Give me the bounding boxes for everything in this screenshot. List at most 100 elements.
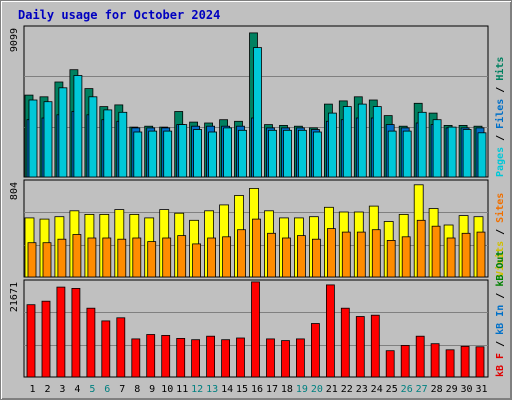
bar-sites-day-30 [461,232,471,278]
bar-sites-day-22 [341,231,351,278]
bar-pages-day-25 [387,130,397,178]
bar-kb-f-day-19 [295,338,305,378]
bar-sites-day-7 [117,238,127,278]
bar-pages-day-18 [283,129,292,178]
panel-visits-legend-part-2: Sites [494,193,506,223]
bar-kb-f-day-3 [56,286,66,378]
bar-kb-f-day-7 [116,317,126,378]
bar-pages-day-29 [447,126,457,178]
bar-sites-day-16 [252,218,261,278]
bar-sites-day-26 [401,236,411,278]
bar-kb-f-day-29 [445,349,455,378]
bar-pages-day-20 [312,131,322,178]
bar-kb-f-day-30 [460,345,470,378]
bar-pages-day-2 [43,101,53,178]
bar-kb-f-day-8 [131,338,141,378]
bar-sites-day-3 [57,238,67,278]
bar-kb-f-day-21 [325,284,335,378]
panel-kbytes: 21671 kB F / kB In / kB Out [9,251,506,378]
bar-sites-day-4 [72,234,82,278]
bar-sites-day-10 [162,237,172,278]
panel-visits-legend: Visits / Sites [494,193,506,277]
x-tick-label-day-22: 22 [341,384,353,395]
bar-pages-day-23 [357,103,367,178]
x-tick-label-day-15: 15 [236,384,248,395]
bar-kb-f-day-20 [310,323,320,378]
bar-pages-day-6 [103,109,113,178]
x-tick-label-day-26: 26 [401,384,413,395]
bar-kb-f-day-23 [355,316,365,378]
panel-kbytes-max-label: 21671 [9,282,20,312]
bar-sites-day-19 [296,235,306,278]
x-tick-label-day-16: 16 [251,384,263,395]
panel-visits-legend-part-1: / [495,223,506,241]
bar-kb-f-day-15 [236,337,245,378]
bar-sites-day-1 [27,242,37,278]
bar-kb-f-day-4 [71,287,81,378]
bar-kb-f-day-27 [415,335,425,378]
bar-sites-day-28 [431,225,441,278]
bar-pages-day-30 [462,129,472,178]
panel-hits-legend-part-1: / [495,129,506,147]
panel-kbytes-legend-part-4: kB Out [495,251,506,287]
bar-pages-day-11 [178,124,188,178]
bar-pages-day-15 [238,129,247,178]
bar-kb-f-day-24 [370,314,380,378]
x-tick-label-day-1: 1 [29,384,35,395]
bar-sites-day-31 [476,231,486,278]
x-tick-label-day-9: 9 [149,384,155,395]
bar-pages-day-19 [297,129,307,178]
bar-sites-day-20 [311,238,321,278]
panel-hits-legend-part-0: Pages [495,147,506,177]
bar-pages-day-16 [253,47,262,178]
x-tick-label-day-2: 2 [44,384,50,395]
x-tick-label-day-12: 12 [191,384,203,395]
x-tick-label-day-28: 28 [431,384,443,395]
bar-sites-day-9 [147,241,157,278]
bar-pages-day-14 [223,127,233,178]
x-tick-label-day-29: 29 [446,384,458,395]
x-tick-label-day-7: 7 [119,384,125,395]
x-tick-label-day-10: 10 [161,384,173,395]
x-tick-label-day-24: 24 [371,384,383,395]
x-tick-label-day-14: 14 [221,384,233,395]
bar-pages-day-31 [477,132,487,178]
bar-pages-day-1 [28,99,38,178]
bar-kb-f-day-31 [475,346,485,378]
bar-kb-f-day-1 [26,304,36,378]
bar-kb-f-day-2 [41,300,51,378]
bar-kb-f-day-11 [176,337,186,378]
bar-pages-day-5 [88,96,98,178]
x-tick-label-day-19: 19 [296,384,308,395]
panel-kbytes-legend: kB F / kB In / kB Out [495,251,506,377]
bar-sites-day-12 [192,243,202,278]
x-tick-label-day-11: 11 [176,384,188,395]
bar-pages-day-3 [58,87,68,178]
bar-kb-f-day-12 [191,339,201,378]
x-tick-label-day-18: 18 [281,384,293,395]
panel-hits-max-label: 9099 [9,28,20,52]
bar-sites-day-25 [386,239,396,278]
bar-kb-f-day-26 [400,344,410,378]
x-tick-label-day-17: 17 [266,384,278,395]
bar-kb-f-day-10 [161,334,171,378]
bar-pages-day-8 [133,131,143,178]
bar-pages-day-4 [73,75,83,178]
panel-visits: 804 Visits / Sites [9,179,506,278]
bar-pages-day-9 [148,130,158,178]
bar-kb-f-day-13 [206,335,216,378]
bar-pages-day-10 [163,130,173,178]
bar-pages-day-21 [327,112,337,178]
bar-sites-day-17 [267,232,276,278]
x-axis-labels: 1 2 3 4 5 6 7 8 9 10 11 12 13 14 15 16 17 18 19 20 21 22 23 24 2… [29,384,487,395]
x-tick-label-day-8: 8 [134,384,140,395]
x-tick-label-day-23: 23 [356,384,368,395]
bar-pages-day-27 [417,111,427,178]
panel-kbytes-legend-part-1: / [495,335,506,353]
x-tick-label-day-3: 3 [59,384,65,395]
bar-kb-f-day-17 [266,338,275,378]
bar-sites-day-5 [87,237,97,278]
panel-hits-legend-part-4: Hits [494,57,506,81]
bar-sites-day-29 [446,237,456,278]
